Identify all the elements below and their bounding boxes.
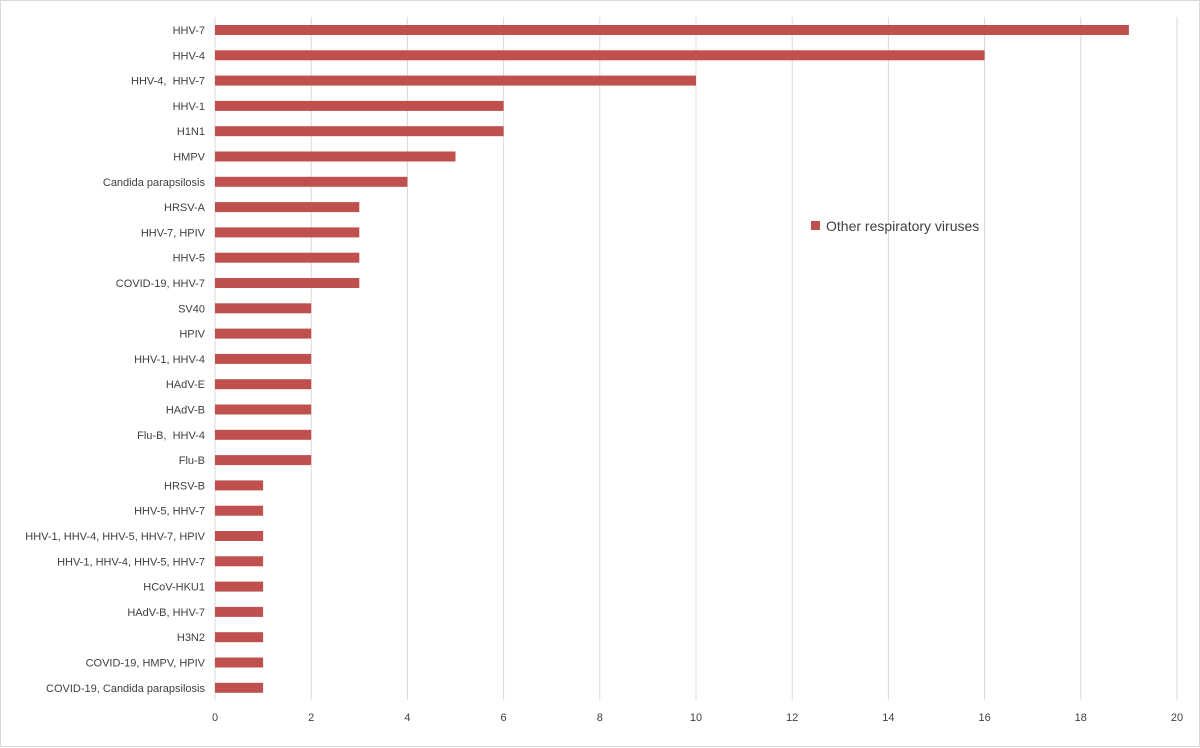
category-label: HHV-7	[173, 25, 205, 37]
x-tick-label: 0	[212, 712, 218, 724]
category-label: HPIV	[179, 329, 205, 341]
category-label: HRSV-A	[164, 202, 206, 214]
category-label: Flu-B, HHV-4	[137, 430, 205, 442]
category-label: HHV-5	[173, 253, 205, 265]
category-label: COVID-19, Candida parapsilosis	[46, 683, 205, 695]
bar	[215, 252, 360, 263]
bar	[215, 100, 504, 111]
x-tick-label: 12	[786, 712, 798, 724]
category-label: HHV-7, HPIV	[141, 227, 206, 239]
bar	[215, 505, 264, 516]
bar	[215, 379, 312, 390]
category-label: Candida parapsilosis	[103, 177, 206, 189]
category-label: HAdV-B, HHV-7	[127, 607, 205, 619]
category-label: HHV-1, HHV-4	[134, 354, 205, 366]
bar	[215, 556, 264, 567]
bar	[215, 657, 264, 668]
category-label: HMPV	[173, 152, 205, 164]
x-tick-label: 2	[308, 712, 314, 724]
x-tick-label: 8	[597, 712, 603, 724]
bar	[215, 151, 456, 162]
bar	[215, 25, 1129, 35]
bar	[215, 455, 312, 466]
category-label: HRSV-B	[164, 480, 205, 492]
x-tick-label: 18	[1075, 712, 1087, 724]
bar	[215, 429, 312, 440]
category-label: H1N1	[177, 126, 205, 138]
bar	[215, 75, 696, 86]
category-label: HHV-1	[173, 101, 205, 113]
bar	[215, 328, 312, 339]
category-label: Flu-B	[179, 455, 205, 467]
legend-label: Other respiratory viruses	[826, 218, 979, 234]
bar	[215, 202, 360, 213]
bar	[215, 682, 264, 693]
category-label: HHV-4, HHV-7	[131, 76, 205, 88]
category-label: COVID-19, HMPV, HPIV	[86, 658, 206, 670]
gridlines	[214, 17, 1178, 700]
category-labels: HHV-7 HHV-4 HHV-4, HHV-7 HHV-1 H1N1 HMPV Candi…	[25, 25, 205, 695]
bar	[215, 227, 360, 238]
category-label: HHV-1, HHV-4, HHV-5, HHV-7	[57, 556, 205, 568]
category-label: HCoV-HKU1	[143, 582, 205, 594]
bar	[215, 632, 264, 643]
bar	[215, 126, 504, 137]
x-tick-label: 14	[882, 712, 894, 724]
category-label: H3N2	[177, 632, 205, 644]
x-axis-tick-labels: 0 2 4 6 8 10 12 14 16 18 20	[212, 712, 1183, 724]
bar	[215, 531, 264, 541]
bar	[215, 353, 312, 364]
x-tick-label: 16	[978, 712, 990, 724]
bar	[215, 278, 360, 288]
x-tick-label: 4	[404, 712, 410, 724]
bars	[215, 25, 1129, 693]
category-label: SV40	[178, 303, 205, 315]
category-label: HAdV-B	[166, 405, 205, 417]
x-tick-label: 10	[690, 712, 702, 724]
category-label: COVID-19, HHV-7	[116, 278, 205, 290]
bar	[215, 606, 264, 617]
category-label: HAdV-E	[166, 379, 205, 391]
category-label: HHV-5, HHV-7	[134, 506, 205, 518]
x-tick-label: 20	[1171, 712, 1183, 724]
category-label: HHV-4	[173, 50, 205, 62]
bar	[215, 50, 985, 61]
category-label: HHV-1, HHV-4, HHV-5, HHV-7, HPIV	[25, 531, 205, 543]
bar	[215, 176, 408, 187]
bar	[215, 404, 312, 415]
bar	[215, 581, 264, 592]
x-tick-label: 6	[501, 712, 507, 724]
bar	[215, 480, 264, 491]
legend-swatch	[811, 221, 820, 230]
legend: Other respiratory viruses	[811, 218, 979, 234]
bar	[215, 303, 312, 314]
